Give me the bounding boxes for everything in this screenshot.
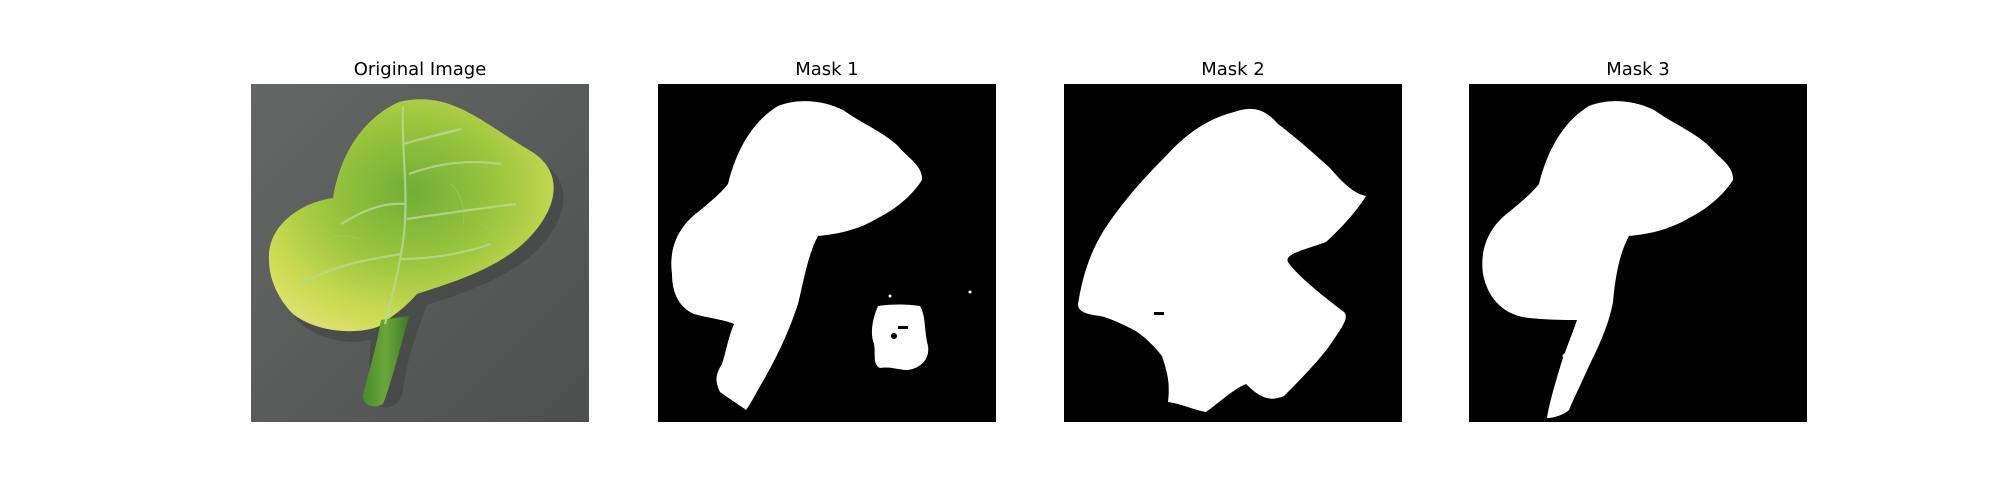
panel-original-image: Original Image (251, 58, 589, 422)
panel-title: Mask 1 (795, 59, 859, 80)
leaf (268, 99, 554, 332)
mask-3-image (1469, 84, 1807, 422)
panel-title: Mask 3 (1606, 59, 1670, 80)
panel-title: Mask 2 (1201, 59, 1265, 80)
mask-2-image (1064, 84, 1402, 422)
mask-1-image (658, 84, 996, 422)
mask-region (1482, 101, 1734, 418)
leaf-stem (362, 316, 409, 407)
panel-mask-2: Mask 2 (1064, 58, 1402, 422)
mask-region (671, 101, 923, 410)
panel-mask-1: Mask 1 (658, 58, 996, 422)
mask-region (871, 304, 929, 370)
panel-title: Original Image (353, 59, 487, 80)
mask-region (1078, 108, 1366, 412)
original-leaf-photo (251, 84, 589, 422)
leaf-veins (300, 105, 517, 325)
panel-mask-3: Mask 3 (1469, 58, 1807, 422)
